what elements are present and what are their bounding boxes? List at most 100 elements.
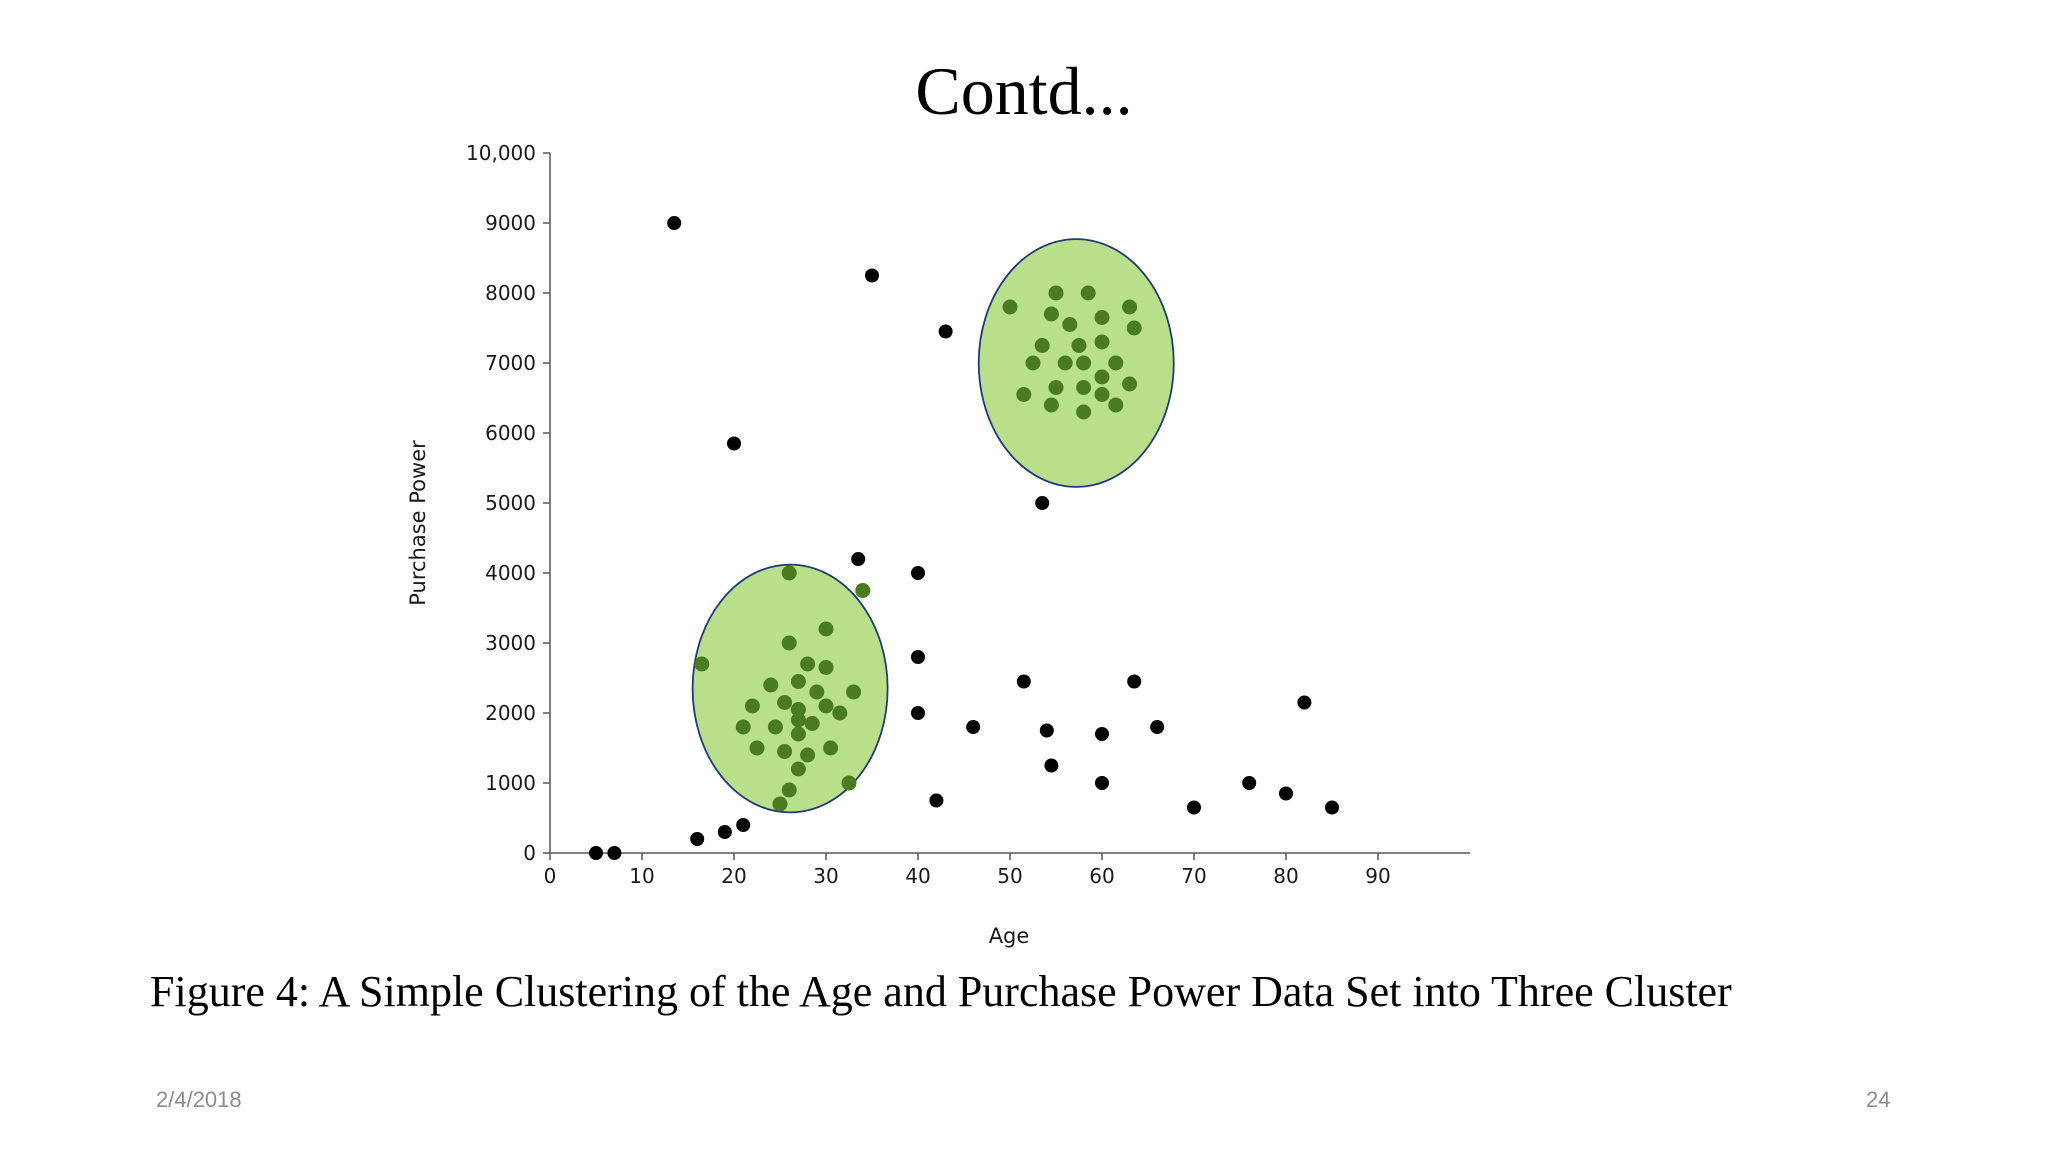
x-tick-label: 60 [1089,864,1114,888]
outlier-point [727,436,741,451]
outlier-point [1095,727,1109,741]
scatter-chart: 0 1000 2000 3000 4000 5000 6000 7000 8000 9000 10,… [406,141,1470,948]
cluster-point [763,677,779,693]
cluster-point [772,796,788,812]
x-tick-label: 70 [1181,864,1206,888]
outlier-point [911,706,925,720]
cluster-point [790,726,806,742]
cluster-ellipse [691,563,889,814]
outlier-point [865,268,879,283]
slide-title: Contd... [915,53,1133,129]
cluster-point [1002,299,1018,315]
cluster-point [1122,376,1138,392]
y-tick-label: 0 [523,841,536,865]
y-tick-label: 2000 [485,701,536,725]
cluster-point [781,635,797,651]
cluster-point [818,698,834,714]
y-axis-label: Purchase Power [406,440,430,606]
outlier-point [1095,776,1109,790]
outlier-point [1039,723,1054,738]
cluster-point [781,565,797,581]
cluster-point [749,740,765,756]
slide-date: 2/4/2018 [156,1087,242,1112]
outlier-point [1325,800,1339,815]
outlier-point [1044,758,1059,773]
cluster-point [855,583,871,598]
x-tick-label: 30 [813,864,838,888]
y-tick-label: 9000 [485,211,536,235]
cluster-point [1094,334,1110,350]
cluster-regions [691,238,1175,814]
outlier-point [1150,720,1165,734]
chart-axes: 0 1000 2000 3000 4000 5000 6000 7000 8000 9000 10,… [466,141,1470,888]
cluster-point [781,782,797,798]
cluster-point [1057,355,1073,371]
x-tick-label: 0 [544,864,557,888]
cluster-point [818,660,834,675]
cluster-point [790,702,806,717]
outlier-point [1279,786,1293,801]
cluster-point [846,684,862,700]
cluster-point [1080,285,1096,301]
outlier-point [851,552,866,566]
data-points [589,216,1339,860]
x-tick-label: 80 [1273,864,1298,888]
x-axis-label: Age [989,924,1030,948]
cluster-point [804,716,820,731]
slide-number: 24 [1866,1087,1891,1112]
y-tick-label: 5000 [485,491,536,515]
cluster-point [790,674,806,689]
cluster-point [832,705,848,721]
cluster-point [1126,320,1142,336]
cluster-point [1094,369,1110,385]
outlier-point [736,818,751,832]
y-tick-label: 8000 [485,281,536,305]
cluster-point [1016,387,1032,402]
outlier-point [717,825,732,839]
cluster-point [1071,338,1087,353]
outlier-point [911,650,925,664]
cluster-point [1076,355,1092,371]
cluster-point [1043,397,1059,413]
outlier-point [1035,496,1050,510]
outlier-point [607,846,622,860]
y-tick-label: 3000 [485,631,536,655]
outlier-point [1016,674,1031,689]
x-tick-label: 90 [1365,864,1390,888]
cluster-point [1108,397,1124,413]
cluster-point [1025,355,1041,371]
x-tick-label: 10 [629,864,654,888]
cluster-point [1076,380,1092,395]
cluster-point [1094,387,1110,402]
cluster-point [767,719,783,735]
y-tick-label: 6000 [485,421,536,445]
outlier-point [667,216,682,230]
outlier-point [690,832,705,846]
outlier-point [1242,776,1257,790]
x-tick-label: 40 [905,864,930,888]
y-tick-label: 1000 [485,771,536,795]
cluster-point [841,775,857,791]
cluster-point [823,740,839,756]
figure-caption: Figure 4: A Simple Clustering of the Age… [150,967,1732,1016]
outlier-point [589,846,603,860]
y-tick-label: 10,000 [466,141,536,165]
cluster-point [790,761,806,777]
cluster-point [1034,338,1050,353]
outlier-point [1187,800,1201,815]
cluster-point [1108,355,1124,371]
x-tick-label: 20 [721,864,746,888]
outlier-point [1127,674,1142,689]
y-tick-label: 4000 [485,561,536,585]
cluster-point [800,747,816,763]
cluster-point [1048,285,1064,301]
cluster-point [777,695,793,710]
outlier-point [911,566,925,580]
cluster-point [744,698,760,714]
cluster-point [1048,380,1064,395]
outlier-point [929,793,944,808]
cluster-point [1062,317,1078,332]
cluster-point [735,719,751,735]
cluster-point [777,744,793,759]
cluster-point [1122,299,1138,315]
